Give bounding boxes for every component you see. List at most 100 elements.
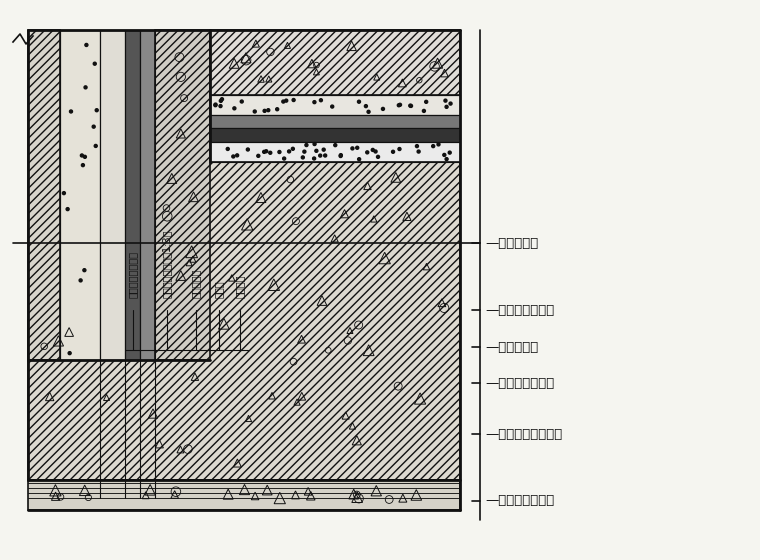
- Circle shape: [69, 110, 72, 113]
- Circle shape: [62, 192, 65, 195]
- Circle shape: [382, 108, 385, 110]
- Circle shape: [366, 151, 369, 154]
- Circle shape: [240, 100, 243, 103]
- Circle shape: [220, 97, 223, 101]
- Text: —油毡保护隔离层: —油毡保护隔离层: [485, 376, 554, 390]
- Circle shape: [214, 103, 217, 106]
- Circle shape: [423, 109, 426, 113]
- Circle shape: [374, 150, 377, 153]
- Circle shape: [318, 154, 321, 157]
- Bar: [28, 480, 460, 510]
- Circle shape: [81, 154, 84, 157]
- Circle shape: [416, 144, 419, 148]
- Circle shape: [233, 107, 236, 110]
- Circle shape: [448, 151, 451, 154]
- Text: —卷材防水层: —卷材防水层: [485, 340, 538, 353]
- Bar: [125, 30, 140, 360]
- Circle shape: [263, 109, 266, 113]
- Text: 保护墙（水久性）: 保护墙（水久性）: [128, 251, 138, 298]
- Bar: [140, 30, 155, 360]
- Circle shape: [364, 105, 367, 108]
- Circle shape: [283, 157, 286, 160]
- Circle shape: [444, 99, 447, 102]
- Circle shape: [83, 269, 86, 272]
- Circle shape: [292, 99, 295, 101]
- Circle shape: [226, 147, 230, 151]
- Circle shape: [432, 144, 435, 148]
- Circle shape: [372, 148, 374, 151]
- Text: —水泥砂浆找平层: —水泥砂浆找平层: [485, 304, 554, 316]
- Text: —细石混凝土保护层: —细石混凝土保护层: [485, 427, 562, 441]
- Polygon shape: [28, 162, 460, 480]
- Text: 卷材防水层: 卷材防水层: [191, 269, 201, 298]
- Circle shape: [219, 105, 222, 108]
- Circle shape: [358, 158, 361, 161]
- Circle shape: [315, 150, 318, 152]
- Bar: [60, 30, 100, 360]
- Bar: [210, 128, 460, 142]
- Circle shape: [232, 155, 235, 158]
- Circle shape: [94, 144, 97, 147]
- Circle shape: [445, 157, 448, 161]
- Circle shape: [312, 157, 315, 160]
- Circle shape: [84, 86, 87, 89]
- Circle shape: [291, 147, 294, 150]
- Circle shape: [367, 110, 370, 113]
- Circle shape: [278, 151, 281, 153]
- Circle shape: [301, 156, 304, 159]
- Circle shape: [269, 151, 272, 154]
- Circle shape: [398, 103, 401, 106]
- Bar: [210, 95, 460, 115]
- Bar: [100, 30, 125, 360]
- Circle shape: [397, 104, 401, 107]
- Circle shape: [220, 99, 223, 102]
- Circle shape: [246, 148, 249, 151]
- Circle shape: [264, 150, 268, 153]
- Text: —钢筋混凝土底板: —钢筋混凝土底板: [485, 494, 554, 507]
- Circle shape: [93, 62, 97, 65]
- Bar: [210, 142, 460, 162]
- Circle shape: [445, 105, 448, 108]
- Circle shape: [85, 44, 88, 46]
- Circle shape: [84, 155, 87, 158]
- Text: 结构墙体: 结构墙体: [235, 274, 245, 298]
- Circle shape: [68, 352, 71, 354]
- Circle shape: [339, 155, 342, 157]
- Circle shape: [92, 125, 95, 128]
- Text: 水泥砂浆找平层（1:3）: 水泥砂浆找平层（1:3）: [162, 230, 172, 298]
- Circle shape: [313, 101, 316, 104]
- Circle shape: [334, 144, 337, 147]
- Circle shape: [409, 104, 412, 107]
- Circle shape: [449, 102, 452, 105]
- Circle shape: [324, 154, 327, 157]
- Circle shape: [417, 150, 420, 153]
- Text: —混凝土垫层: —混凝土垫层: [485, 236, 538, 250]
- Circle shape: [66, 208, 69, 211]
- Circle shape: [276, 108, 279, 111]
- Circle shape: [331, 105, 334, 108]
- Circle shape: [410, 104, 413, 108]
- Circle shape: [376, 155, 379, 158]
- Bar: [210, 115, 460, 128]
- Bar: [210, 30, 460, 95]
- Circle shape: [79, 279, 82, 282]
- Circle shape: [437, 143, 440, 146]
- Circle shape: [305, 143, 308, 147]
- Circle shape: [322, 148, 325, 151]
- Circle shape: [303, 150, 306, 153]
- Circle shape: [443, 153, 446, 156]
- Circle shape: [263, 150, 266, 153]
- Circle shape: [287, 150, 290, 153]
- Circle shape: [319, 99, 322, 102]
- Circle shape: [356, 146, 359, 150]
- Circle shape: [95, 109, 98, 111]
- Circle shape: [214, 104, 217, 107]
- Circle shape: [425, 100, 428, 104]
- Circle shape: [357, 100, 360, 103]
- Bar: [155, 30, 210, 360]
- Circle shape: [236, 154, 239, 157]
- Circle shape: [313, 143, 316, 146]
- Bar: [28, 30, 60, 360]
- Circle shape: [253, 110, 256, 113]
- Circle shape: [285, 99, 288, 102]
